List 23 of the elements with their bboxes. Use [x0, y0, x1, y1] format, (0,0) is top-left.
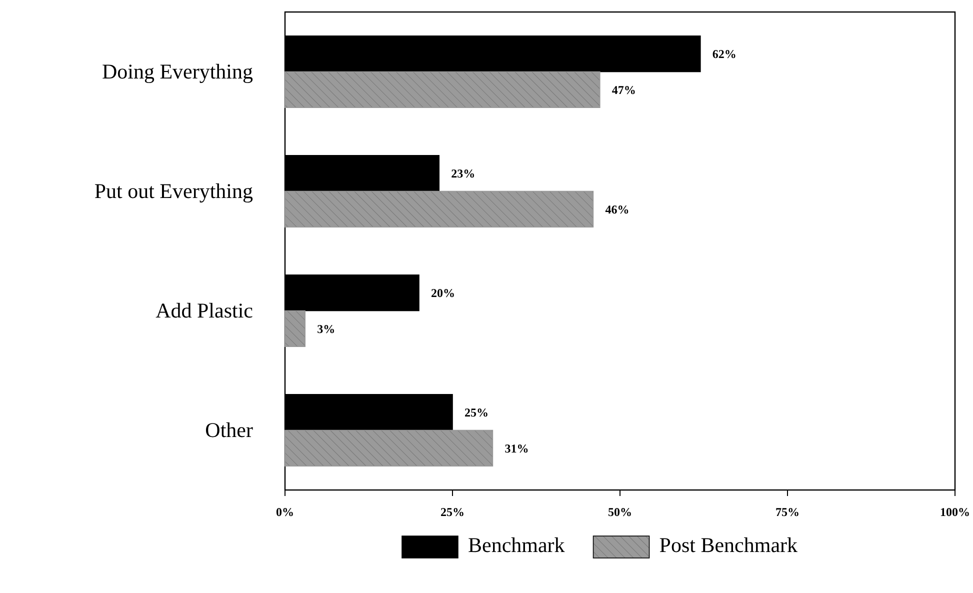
x-tick-label: 100%: [940, 504, 970, 519]
data-label: 3%: [317, 322, 336, 336]
bar: [284, 190, 594, 228]
data-label: 47%: [612, 82, 636, 97]
data-label: 25%: [464, 406, 488, 420]
y-tick-label: Doing Everything: [102, 59, 254, 84]
y-tick-label: Add Plastic: [156, 298, 253, 322]
x-tick-label: 0%: [276, 504, 294, 519]
bar: [284, 430, 494, 466]
y-tick-label: Put out Everything: [94, 178, 254, 203]
data-label: 31%: [504, 441, 529, 456]
x-tick-label: 25%: [440, 504, 464, 519]
y-tick-label: Other: [205, 418, 253, 442]
bar: [284, 71, 600, 108]
legend-label: Benchmark: [468, 533, 566, 557]
x-tick-label: 75%: [776, 504, 800, 519]
data-label: 23%: [451, 166, 476, 181]
bar: [284, 310, 306, 347]
x-tick-label: 50%: [608, 504, 632, 519]
data-label: 20%: [431, 286, 455, 300]
legend-label: Post Benchmark: [659, 533, 798, 557]
data-label: 62%: [712, 47, 736, 62]
data-label: 46%: [605, 202, 630, 216]
